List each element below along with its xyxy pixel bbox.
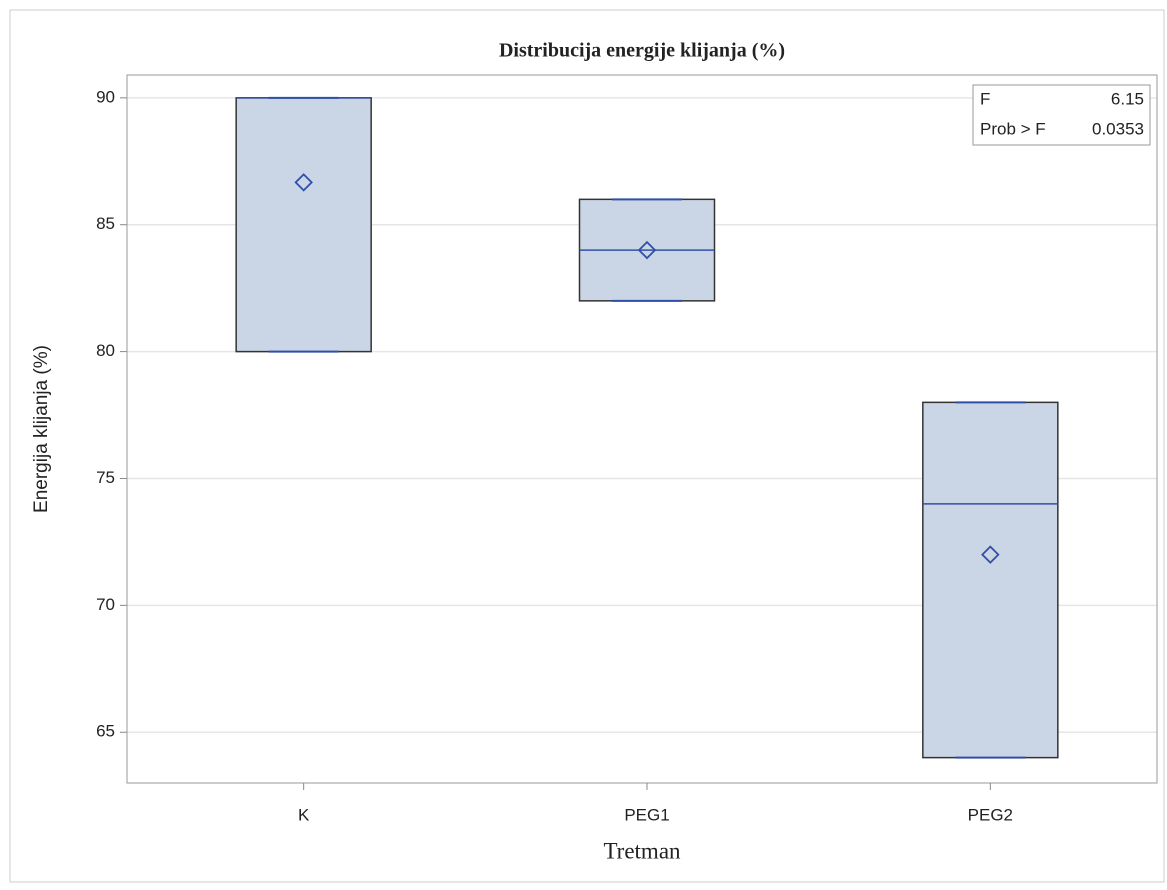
inset-value: 6.15 [1111,89,1144,108]
box [235,97,372,353]
y-tick-label: 65 [96,722,115,741]
y-tick-label: 80 [96,341,115,360]
x-tick-label: PEG1 [624,805,669,824]
box [922,401,1059,759]
x-tick-label: PEG2 [968,805,1013,824]
y-axis-label: Energija klijanja (%) [31,345,52,513]
inset-box [972,84,1151,146]
chart-title: Distribucija energije klijanja (%) [499,40,785,62]
x-tick-label: K [298,805,310,824]
inset-label: F [980,89,990,108]
plot-area [126,74,1158,784]
mean-marker [294,173,313,192]
y-tick-label: 90 [96,87,115,106]
mean-marker [637,240,657,260]
x-axis-label: Tretman [603,838,681,863]
inset-value: 0.0353 [1092,119,1144,138]
y-tick-label: 70 [96,595,115,614]
inset-label: Prob > F [980,119,1046,138]
y-tick-label: 85 [96,214,115,233]
y-tick-label: 75 [96,468,115,487]
mean-marker [981,545,1000,564]
